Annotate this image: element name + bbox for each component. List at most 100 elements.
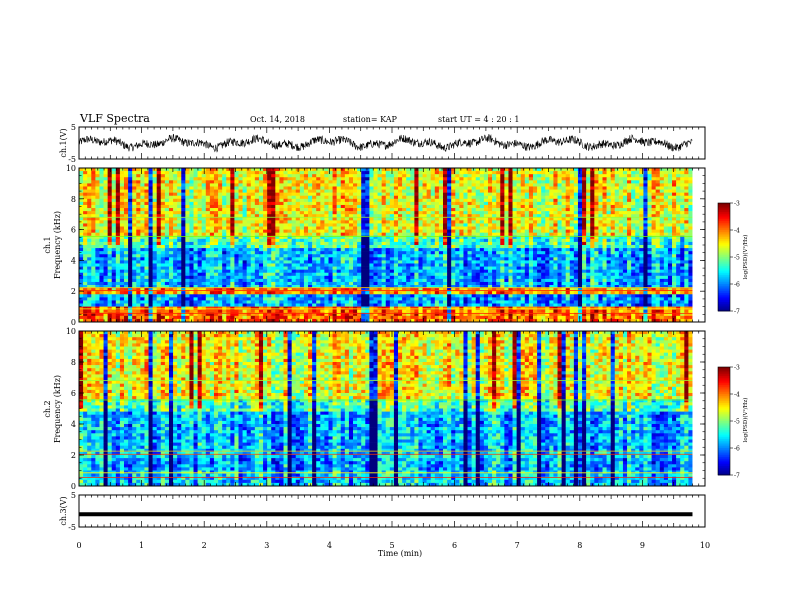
spectrogram-cell [508,223,512,226]
spectrogram-cell [312,239,316,242]
spectrogram-cell [603,223,607,226]
spectrogram-cell [206,248,210,251]
spectrogram-cell [631,183,635,186]
spectrogram-cell [177,190,181,193]
spectrogram-cell [488,208,492,211]
spectrogram-cell [574,202,578,205]
spectrogram-cell [324,211,328,214]
spectrogram-cell [91,227,95,230]
spectrogram-cell [386,211,390,214]
spectrogram-cell [492,220,496,223]
spectrogram-cell [541,257,545,260]
spectrogram-cell [504,208,508,211]
spectrogram-cell [656,227,660,230]
spectrogram-cell [373,196,377,199]
spectrogram-cell [586,180,590,183]
spectrogram-cell [431,168,435,171]
spectrogram-cell [549,223,553,226]
spectrogram-cell [243,180,247,183]
spectrogram-cell [95,248,99,251]
spectrogram-cell [316,230,320,233]
spectrogram-cell [439,260,443,263]
spectrogram-cell [472,239,476,242]
spectrogram-cell [279,217,283,220]
spectrogram-cell [124,208,128,211]
spectrogram-cell [607,193,611,196]
spectrogram-cell [365,196,369,199]
spectrogram-cell [369,196,373,199]
spectrogram-cell [525,180,529,183]
spectrogram-cell [468,217,472,220]
spectrogram-cell [136,168,140,171]
spectrogram-cell [459,239,463,242]
spectrogram-cell [251,208,255,211]
spectrogram-cell [541,186,545,189]
spectrogram-cell [664,205,668,208]
spectrogram-cell [255,263,259,266]
spectrogram-cell [517,260,521,263]
spectrogram-cell [517,242,521,245]
spectrogram-cell [185,223,189,226]
spectrogram-cell [545,245,549,248]
spectrogram-cell [169,227,173,230]
spectrogram-cell [271,263,275,266]
spectrogram-cell [108,174,112,177]
spectrogram-cell [590,260,594,263]
spectrogram-cell [476,190,480,193]
spectrogram-cell [431,190,435,193]
spectrogram-cell [91,177,95,180]
spectrogram-cell [79,183,83,186]
spectrogram-cell [480,242,484,245]
spectrogram-cell [328,251,332,254]
spectrogram-cell [296,245,300,248]
spectrogram-cell [447,239,451,242]
spectrogram-cell [615,199,619,202]
spectrogram-cell [427,245,431,248]
spectrogram-cell [300,174,304,177]
spectrogram-cell [529,223,533,226]
spectrogram-cell [267,230,271,233]
spectrogram-cell [451,174,455,177]
spectrogram-cell [296,251,300,254]
spectrogram-cell [639,245,643,248]
spectrogram-cell [684,202,688,205]
spectrogram-cell [668,239,672,242]
spectrogram-cell [333,171,337,174]
spectrogram-cell [639,223,643,226]
spectrogram-cell [300,220,304,223]
spectrogram-cell [157,202,161,205]
spectrogram-cell [598,233,602,236]
spectrogram-cell [590,223,594,226]
spectrogram-cell [517,183,521,186]
spectrogram-cell [390,180,394,183]
spectrogram-cell [116,223,120,226]
spectrogram-cell [341,227,345,230]
spectrogram-cell [210,260,214,263]
spectrogram-cell [153,227,157,230]
spectrogram-cell [263,193,267,196]
spectrogram-cell [414,217,418,220]
spectrogram-cell [222,183,226,186]
spectrogram-cell [619,217,623,220]
spectrogram-cell [594,171,598,174]
spectrogram-cell [185,233,189,236]
spectrogram-cell [104,196,108,199]
spectrogram-cell [251,239,255,242]
spectrogram-cell [652,211,656,214]
spectrogram-cell [566,239,570,242]
spectrogram-cell [672,220,676,223]
spectrogram-cell [598,183,602,186]
spectrogram-cell [83,220,87,223]
spectrogram-cell [189,245,193,248]
spectrogram-cell [390,242,394,245]
spectrogram-cell [304,245,308,248]
spectrogram-cell [562,223,566,226]
spectrogram-cell [521,239,525,242]
spectrogram-cell [382,254,386,257]
spectrogram-cell [333,208,337,211]
spectrogram-cell [414,233,418,236]
spectrogram-cell [664,233,668,236]
spectrogram-cell [664,260,668,263]
spectrogram-cell [492,242,496,245]
spectrogram-cell [230,217,234,220]
